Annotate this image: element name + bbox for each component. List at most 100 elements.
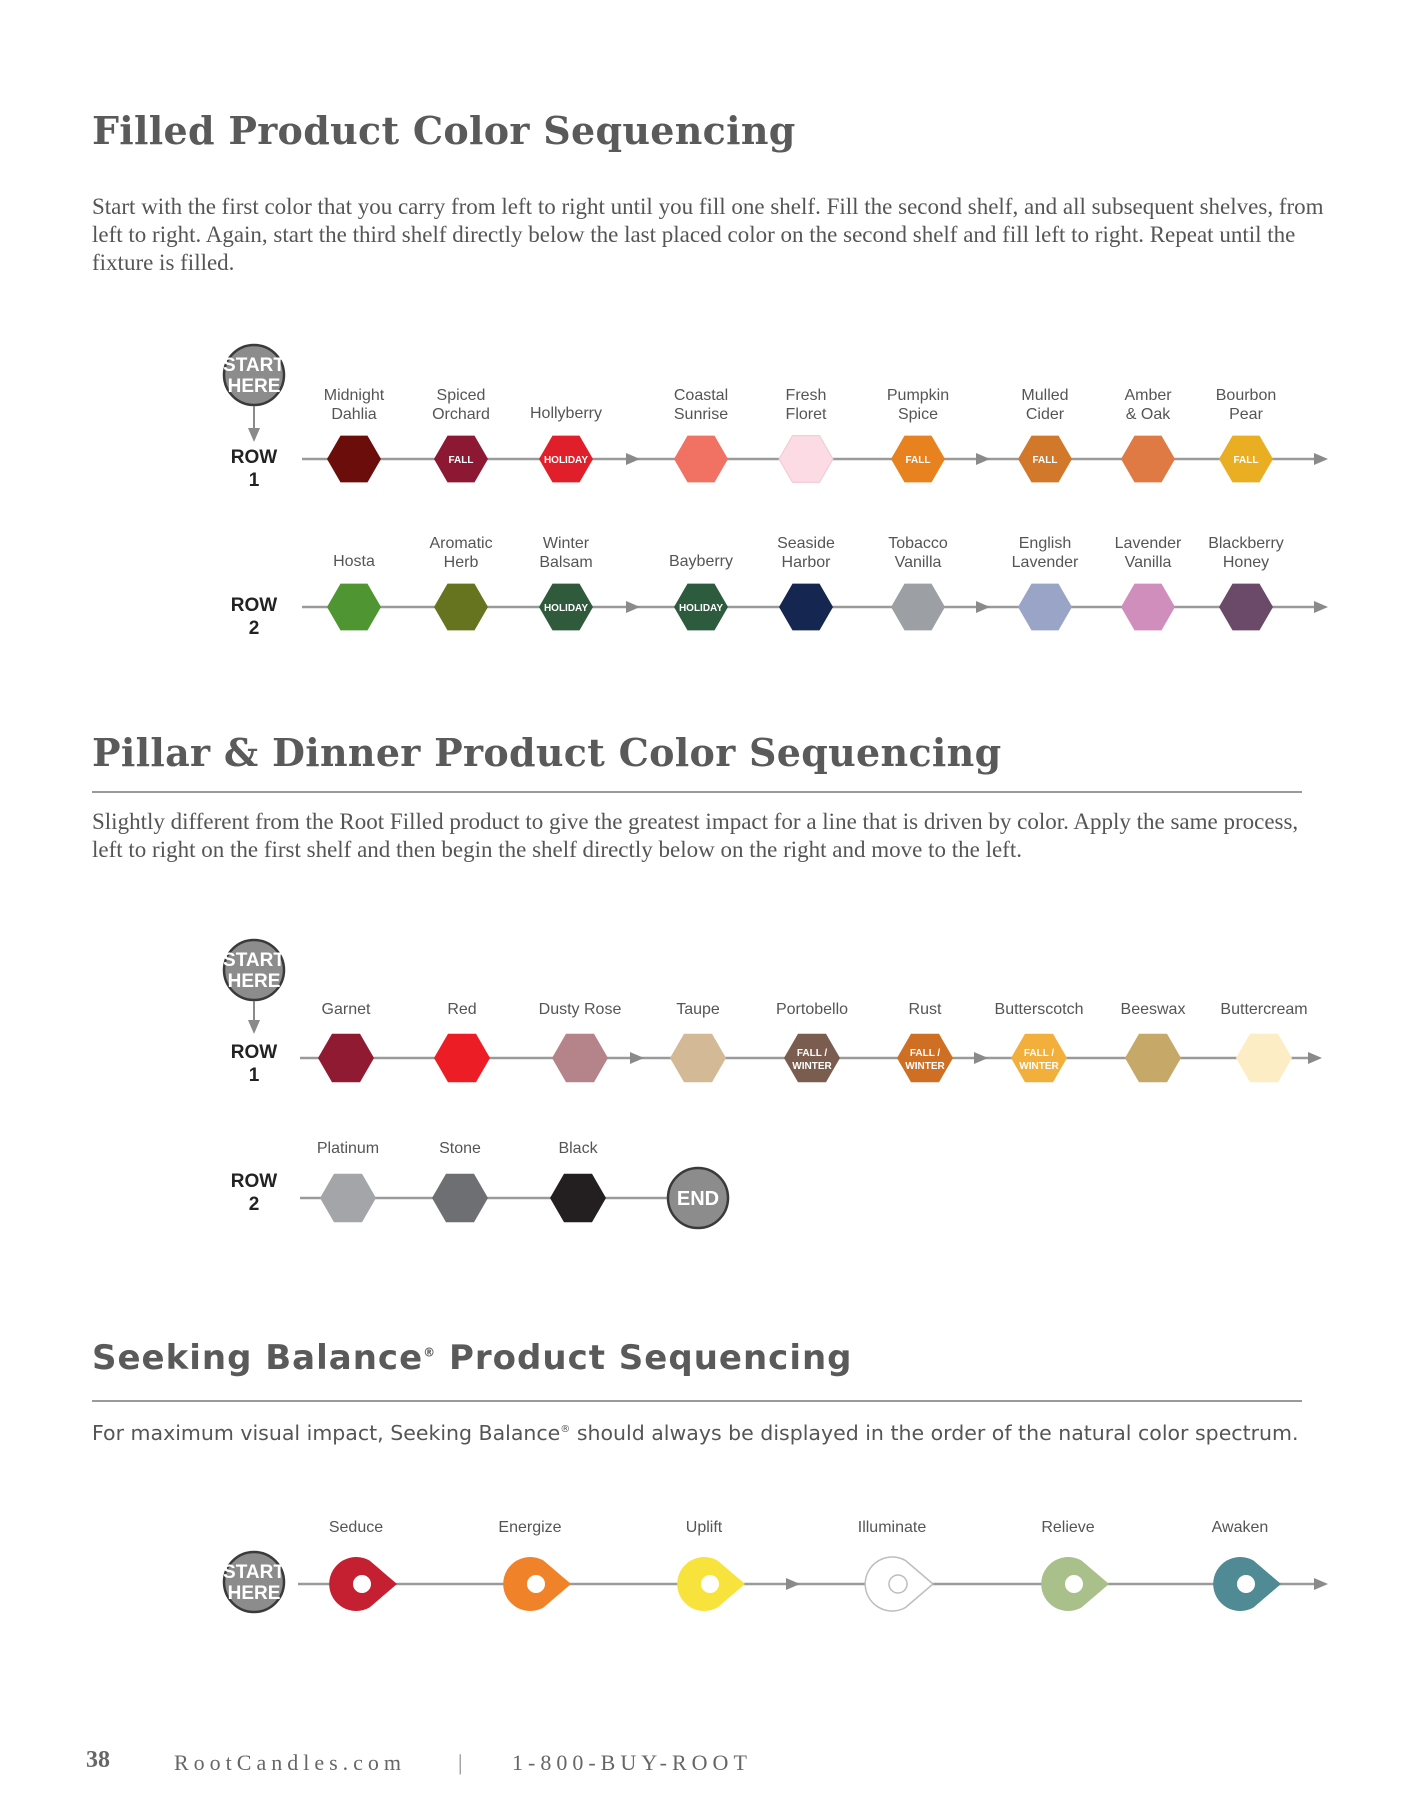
filled-sequence-diagram: STARTHEREROW1MidnightDahliaSpicedOrchard… bbox=[222, 343, 1328, 639]
scent-name: Relieve bbox=[1041, 1519, 1094, 1536]
swatch-name-line1: Tobacco bbox=[888, 535, 948, 552]
swatch-name-line2: Vanilla bbox=[1125, 554, 1172, 571]
row-2-label-line2: 2 bbox=[249, 1194, 260, 1215]
color-swatch-hexagon bbox=[1121, 583, 1175, 631]
row-1-label-line2: 1 bbox=[249, 470, 260, 491]
swatch-name: Hosta bbox=[333, 553, 375, 570]
swatch-name-line2: Cider bbox=[1026, 406, 1065, 423]
swatch-name: Buttercream bbox=[1220, 1001, 1307, 1018]
row-1-end-arrow bbox=[1314, 453, 1328, 465]
color-swatch-hexagon bbox=[670, 1033, 726, 1083]
section2-title: Pillar & Dinner Product Color Sequencing bbox=[92, 730, 1002, 775]
swatch-name-line2: Spice bbox=[898, 406, 938, 423]
color-swatch-hexagon bbox=[550, 1173, 606, 1223]
balance-end-arrow bbox=[1314, 1578, 1328, 1590]
row-1-label-line1: ROW bbox=[231, 1042, 278, 1063]
start-down-arrow bbox=[248, 1020, 260, 1034]
scent-name: Energize bbox=[498, 1519, 561, 1536]
scent-drop-center bbox=[353, 1575, 371, 1593]
start-down-arrow bbox=[248, 428, 260, 442]
swatch-name: Stone bbox=[439, 1140, 481, 1157]
season-tag-line1: FALL / bbox=[797, 1048, 828, 1059]
swatch-name: Red bbox=[447, 1001, 476, 1018]
swatch-name-line2: Pear bbox=[1229, 406, 1263, 423]
swatch-name-line1: Aromatic bbox=[429, 535, 492, 552]
swatch-name: Black bbox=[558, 1140, 598, 1157]
swatch-name-line2: Lavender bbox=[1012, 554, 1079, 571]
balance-mid-arrow bbox=[786, 1578, 800, 1590]
swatch-name-line1: Pumpkin bbox=[887, 387, 949, 404]
color-swatch-hexagon bbox=[434, 583, 488, 631]
page-number: 38 bbox=[86, 1747, 110, 1773]
color-swatch-hexagon bbox=[891, 583, 945, 631]
end-badge-label: END bbox=[677, 1188, 719, 1210]
section1-description: Start with the first color that you carr… bbox=[92, 194, 1324, 275]
swatch-name-line1: Winter bbox=[543, 535, 590, 552]
swatch-name-line2: Vanilla bbox=[895, 554, 942, 571]
season-tag: HOLIDAY bbox=[679, 603, 723, 614]
color-swatch-hexagon bbox=[897, 1033, 953, 1083]
color-swatch-hexagon bbox=[779, 583, 833, 631]
swatch-name-line1: Mulled bbox=[1021, 387, 1068, 404]
scent-drop-center bbox=[527, 1575, 545, 1593]
color-swatch-hexagon bbox=[327, 435, 381, 483]
swatch-name-line1: Seaside bbox=[777, 535, 835, 552]
swatch-name-line2: Herb bbox=[444, 554, 479, 571]
section2-divider bbox=[92, 791, 1302, 793]
row-1-mid-arrow-1 bbox=[630, 1052, 644, 1064]
start-here-badge-line2: HERE bbox=[228, 971, 281, 992]
swatch-name: Platinum bbox=[317, 1140, 379, 1157]
swatch-name-line2: Sunrise bbox=[674, 406, 728, 423]
swatch-name-line1: Bourbon bbox=[1216, 387, 1277, 404]
row-1-mid-arrow-2 bbox=[976, 453, 990, 465]
row-1-end-arrow bbox=[1308, 1052, 1322, 1064]
scent-name: Uplift bbox=[686, 1519, 723, 1536]
color-swatch-hexagon bbox=[891, 435, 945, 483]
color-swatch-hexagon bbox=[432, 1173, 488, 1223]
section3-description: For maximum visual impact, Seeking Balan… bbox=[92, 1416, 1352, 1447]
section3-title-reg: ® bbox=[423, 1345, 437, 1360]
row-1-label-line1: ROW bbox=[231, 447, 278, 468]
season-tag: HOLIDAY bbox=[544, 455, 588, 466]
swatch-name: Bayberry bbox=[669, 553, 733, 570]
row-2-mid-arrow-2 bbox=[976, 601, 990, 613]
start-here-badge-circle bbox=[222, 1550, 286, 1614]
color-swatch-hexagon bbox=[674, 435, 728, 483]
color-swatch-hexagon bbox=[1011, 1033, 1067, 1083]
row-2-mid-arrow-1 bbox=[626, 601, 640, 613]
season-tag: FALL bbox=[449, 455, 474, 466]
color-swatch-hexagon bbox=[434, 1033, 490, 1083]
row-2-label-line1: ROW bbox=[231, 1171, 278, 1192]
color-swatch-hexagon bbox=[1018, 583, 1072, 631]
scent-drop-center bbox=[701, 1575, 719, 1593]
swatch-name-line1: Spiced bbox=[437, 387, 486, 404]
color-swatch-hexagon bbox=[1121, 435, 1175, 483]
start-here-badge-line2: HERE bbox=[228, 376, 281, 397]
season-tag-line1: FALL / bbox=[910, 1048, 941, 1059]
season-tag: FALL bbox=[1033, 455, 1058, 466]
footer-site[interactable]: RootCandles.com bbox=[174, 1750, 407, 1775]
swatch-name-line1: Blackberry bbox=[1208, 535, 1284, 552]
row-2-label-line1: ROW bbox=[231, 595, 278, 616]
season-tag-line1: FALL / bbox=[1024, 1048, 1055, 1059]
row-2-label-line2: 2 bbox=[249, 618, 260, 639]
swatch-name-line2: Floret bbox=[786, 406, 827, 423]
row-1-mid-arrow-2 bbox=[974, 1052, 988, 1064]
swatch-name-line1: Fresh bbox=[786, 387, 827, 404]
color-swatch-hexagon bbox=[539, 435, 593, 483]
section3-text-b: should always be displayed in the order … bbox=[570, 1420, 1299, 1445]
swatch-name: Beeswax bbox=[1121, 1001, 1186, 1018]
color-swatch-hexagon bbox=[1219, 435, 1273, 483]
end-badge bbox=[666, 1166, 730, 1230]
color-swatch-hexagon bbox=[320, 1173, 376, 1223]
section3-title-rest: Product Sequencing bbox=[436, 1338, 853, 1378]
swatch-name-line2: Balsam bbox=[539, 554, 592, 571]
swatch-name: Garnet bbox=[322, 1001, 371, 1018]
swatch-name: Portobello bbox=[776, 1001, 848, 1018]
color-swatch-hexagon bbox=[318, 1033, 374, 1083]
season-tag: HOLIDAY bbox=[544, 603, 588, 614]
section3-divider bbox=[92, 1400, 1302, 1402]
swatch-name-line2: & Oak bbox=[1126, 406, 1171, 423]
